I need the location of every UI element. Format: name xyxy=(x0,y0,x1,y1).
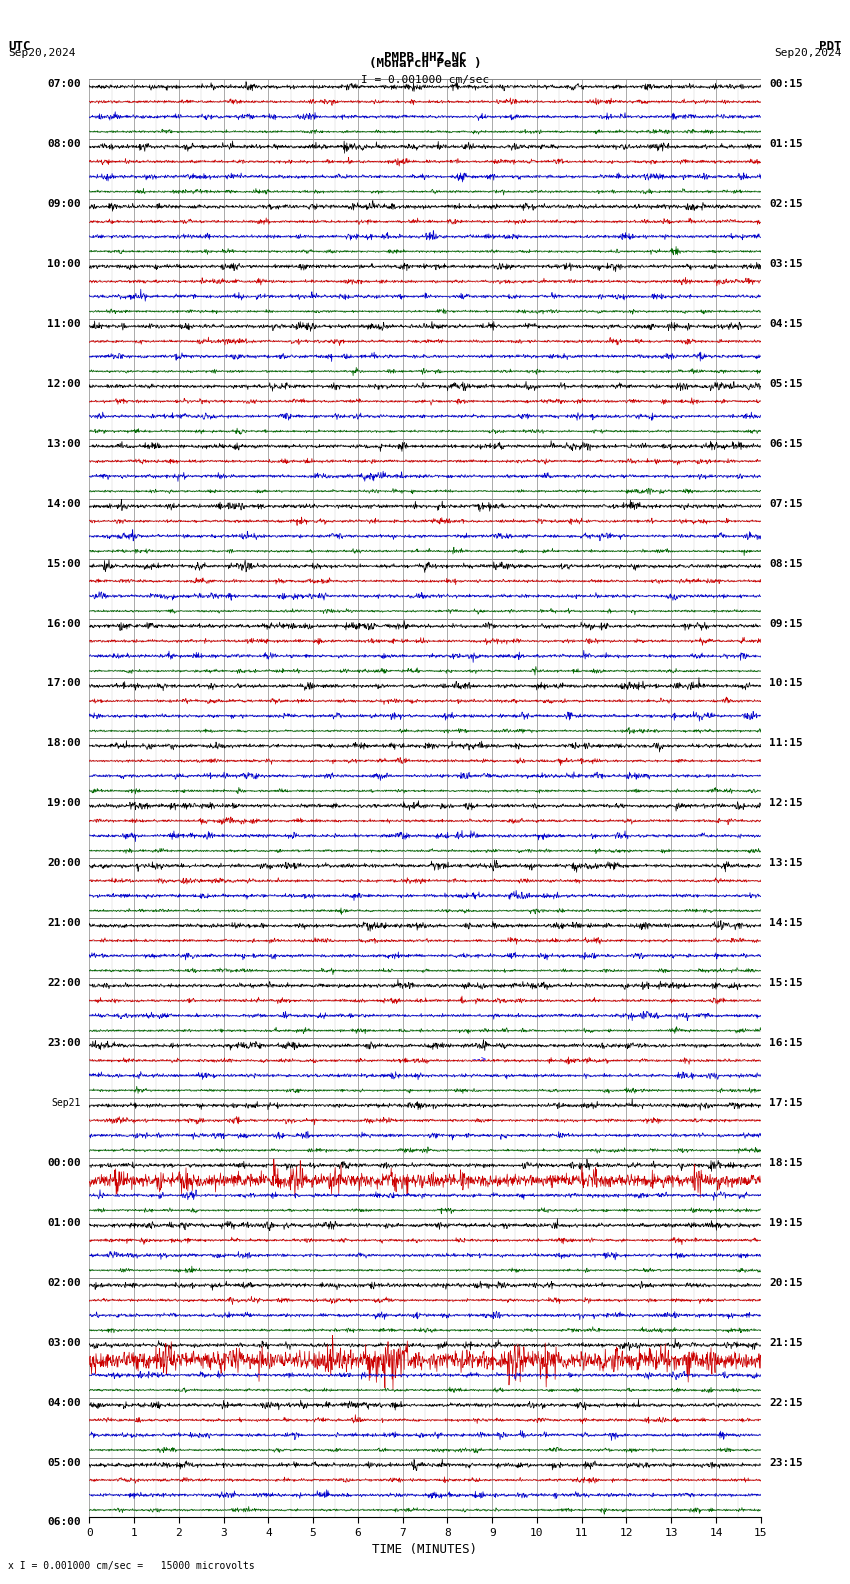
Text: 07:00: 07:00 xyxy=(47,79,81,89)
Text: 11:00: 11:00 xyxy=(47,318,81,329)
Text: 01:15: 01:15 xyxy=(769,139,803,149)
Text: 04:00: 04:00 xyxy=(47,1397,81,1408)
Text: 12:00: 12:00 xyxy=(47,379,81,388)
Text: 21:15: 21:15 xyxy=(769,1337,803,1348)
Text: 13:15: 13:15 xyxy=(769,859,803,868)
Text: 03:15: 03:15 xyxy=(769,258,803,269)
Text: 22:00: 22:00 xyxy=(47,977,81,988)
Text: 05:00: 05:00 xyxy=(47,1457,81,1467)
Text: -->: --> xyxy=(471,1057,486,1064)
Text: PMPB HHZ NC: PMPB HHZ NC xyxy=(383,51,467,63)
Text: 17:15: 17:15 xyxy=(769,1098,803,1107)
Text: 18:00: 18:00 xyxy=(47,738,81,748)
Text: 16:00: 16:00 xyxy=(47,618,81,629)
Text: 02:00: 02:00 xyxy=(47,1278,81,1288)
Text: 06:00: 06:00 xyxy=(47,1517,81,1527)
Text: 15:15: 15:15 xyxy=(769,977,803,988)
Text: 00:15: 00:15 xyxy=(769,79,803,89)
Text: 10:15: 10:15 xyxy=(769,678,803,689)
Text: 08:00: 08:00 xyxy=(47,139,81,149)
Text: 10:00: 10:00 xyxy=(47,258,81,269)
Text: I = 0.001000 cm/sec: I = 0.001000 cm/sec xyxy=(361,74,489,86)
Text: 09:00: 09:00 xyxy=(47,200,81,209)
Text: 22:15: 22:15 xyxy=(769,1397,803,1408)
Text: 09:15: 09:15 xyxy=(769,618,803,629)
Text: 04:15: 04:15 xyxy=(769,318,803,329)
Text: 13:00: 13:00 xyxy=(47,439,81,448)
Text: 14:15: 14:15 xyxy=(769,919,803,928)
Text: 05:15: 05:15 xyxy=(769,379,803,388)
Text: 11:15: 11:15 xyxy=(769,738,803,748)
Text: 06:15: 06:15 xyxy=(769,439,803,448)
Text: 23:00: 23:00 xyxy=(47,1038,81,1049)
Text: x I = 0.001000 cm/sec =   15000 microvolts: x I = 0.001000 cm/sec = 15000 microvolts xyxy=(8,1562,255,1571)
Text: Sep21: Sep21 xyxy=(51,1098,81,1107)
Text: 01:00: 01:00 xyxy=(47,1218,81,1228)
Text: 18:15: 18:15 xyxy=(769,1158,803,1167)
Text: 03:00: 03:00 xyxy=(47,1337,81,1348)
Text: 02:15: 02:15 xyxy=(769,200,803,209)
Text: 20:15: 20:15 xyxy=(769,1278,803,1288)
Text: 14:00: 14:00 xyxy=(47,499,81,508)
Text: (Monarch Peak ): (Monarch Peak ) xyxy=(369,57,481,70)
Text: 17:00: 17:00 xyxy=(47,678,81,689)
Text: UTC: UTC xyxy=(8,40,31,52)
Text: 00:00: 00:00 xyxy=(47,1158,81,1167)
X-axis label: TIME (MINUTES): TIME (MINUTES) xyxy=(372,1543,478,1557)
Text: 08:15: 08:15 xyxy=(769,559,803,569)
Text: 20:00: 20:00 xyxy=(47,859,81,868)
Text: 07:15: 07:15 xyxy=(769,499,803,508)
Text: 23:15: 23:15 xyxy=(769,1457,803,1467)
Text: 19:15: 19:15 xyxy=(769,1218,803,1228)
Text: Sep20,2024: Sep20,2024 xyxy=(774,48,842,59)
Text: PDT: PDT xyxy=(819,40,842,52)
Text: 16:15: 16:15 xyxy=(769,1038,803,1049)
Text: Sep20,2024: Sep20,2024 xyxy=(8,48,76,59)
Text: 12:15: 12:15 xyxy=(769,798,803,808)
Text: 21:00: 21:00 xyxy=(47,919,81,928)
Text: 19:00: 19:00 xyxy=(47,798,81,808)
Text: 15:00: 15:00 xyxy=(47,559,81,569)
